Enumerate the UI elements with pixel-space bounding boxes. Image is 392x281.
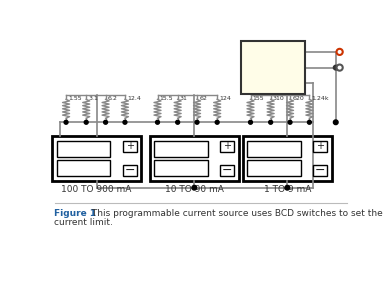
Text: Figure 1: Figure 1 (54, 209, 96, 218)
Circle shape (288, 120, 292, 124)
Bar (313, 141, 327, 151)
Circle shape (336, 65, 343, 71)
Bar (123, 166, 136, 176)
Text: 100 TO 900 mA: 100 TO 900 mA (62, 185, 132, 194)
Circle shape (123, 120, 127, 124)
Text: 155: 155 (253, 96, 265, 101)
Bar (247, 160, 301, 176)
Text: 124: 124 (220, 96, 231, 101)
Bar (154, 160, 208, 176)
Text: 1.55: 1.55 (68, 96, 82, 101)
Circle shape (103, 120, 107, 124)
Bar (154, 141, 208, 157)
Text: +: + (316, 141, 324, 151)
Bar (220, 166, 234, 176)
Circle shape (334, 120, 338, 124)
Bar (150, 136, 239, 181)
Bar (247, 141, 301, 157)
Bar (243, 136, 332, 181)
Bar (57, 160, 110, 176)
Circle shape (156, 120, 160, 124)
Text: +: + (223, 141, 231, 151)
Text: 1.24k: 1.24k (312, 96, 329, 101)
Text: 3.1: 3.1 (89, 96, 98, 101)
Bar (123, 141, 136, 151)
Text: 620: 620 (292, 96, 304, 101)
Text: −: − (315, 164, 325, 177)
Text: current limit.: current limit. (54, 218, 113, 227)
Circle shape (269, 120, 272, 124)
Text: LM317: LM317 (247, 63, 282, 72)
Circle shape (307, 120, 311, 124)
Bar (52, 136, 141, 181)
Circle shape (195, 120, 199, 124)
Text: This programmable current source uses BCD switches to set the: This programmable current source uses BC… (89, 209, 383, 218)
Text: 12.4: 12.4 (127, 96, 141, 101)
Text: 310: 310 (273, 96, 285, 101)
Bar (241, 41, 305, 94)
Bar (313, 166, 327, 176)
Text: 10 TO 90 mA: 10 TO 90 mA (165, 185, 224, 194)
Text: −: − (222, 164, 232, 177)
Circle shape (84, 120, 88, 124)
Text: −: − (124, 164, 135, 177)
Text: 6.2: 6.2 (108, 96, 118, 101)
Text: 31: 31 (180, 96, 188, 101)
Circle shape (334, 65, 338, 70)
Circle shape (176, 120, 180, 124)
Circle shape (64, 120, 68, 124)
Text: 1 TO 9 mA: 1 TO 9 mA (264, 185, 311, 194)
Text: ADJ: ADJ (285, 63, 302, 72)
Bar (220, 141, 234, 151)
Circle shape (336, 49, 343, 55)
Text: IN: IN (291, 47, 302, 57)
Circle shape (285, 185, 290, 190)
Text: +: + (125, 141, 134, 151)
Text: OUT: OUT (281, 78, 302, 88)
Bar (57, 141, 110, 157)
Text: 15.5: 15.5 (160, 96, 173, 101)
Text: 62: 62 (200, 96, 207, 101)
Circle shape (215, 120, 219, 124)
Circle shape (249, 120, 252, 124)
Circle shape (192, 185, 197, 190)
